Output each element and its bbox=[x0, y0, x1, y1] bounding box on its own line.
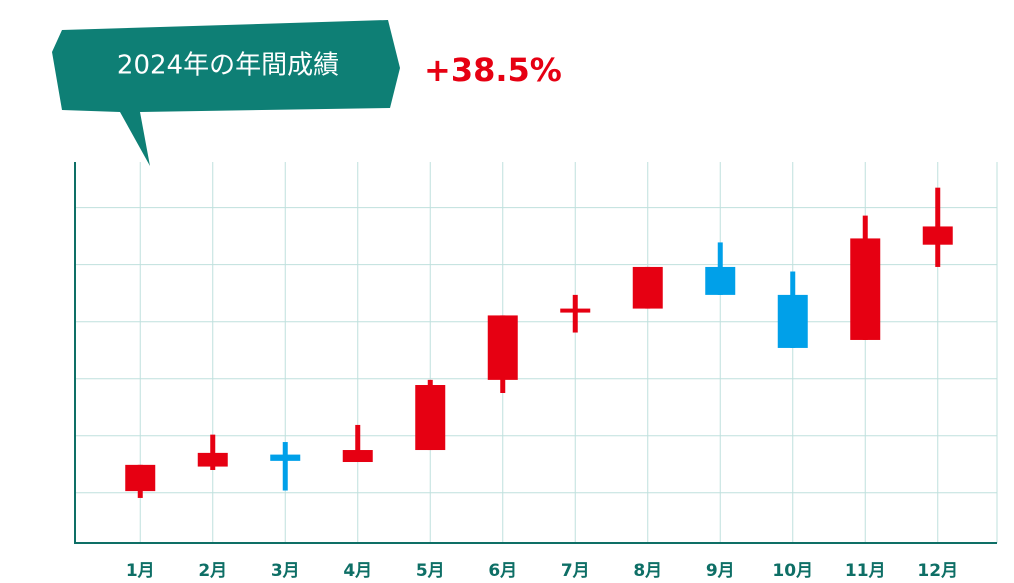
x-tick-label: 7月 bbox=[561, 561, 590, 581]
x-tick-label: 1月 bbox=[126, 561, 155, 581]
x-tick-label: 11月 bbox=[845, 561, 886, 581]
candle-body bbox=[705, 266, 736, 295]
wick bbox=[355, 424, 361, 463]
candle-body bbox=[342, 450, 373, 463]
wick bbox=[282, 442, 288, 491]
x-tick-label: 10月 bbox=[772, 561, 813, 581]
candle-body bbox=[850, 238, 881, 340]
wick bbox=[210, 434, 216, 470]
candle-body bbox=[560, 308, 591, 313]
x-tick-label: 2月 bbox=[198, 561, 227, 581]
grid bbox=[75, 162, 998, 543]
x-tick-label: 9月 bbox=[706, 561, 735, 581]
x-tick-label: 5月 bbox=[416, 561, 445, 581]
title-bubble bbox=[52, 20, 400, 166]
x-tick-label: 4月 bbox=[343, 561, 372, 581]
candle-body bbox=[487, 315, 518, 380]
candle-body bbox=[777, 294, 808, 348]
candle-body bbox=[632, 266, 663, 309]
candle-body bbox=[197, 452, 228, 467]
annotation: +38.5% bbox=[424, 51, 562, 89]
candle-body bbox=[415, 385, 446, 451]
candle-body bbox=[125, 464, 156, 492]
candle-body bbox=[270, 454, 301, 461]
x-tick-label: 12月 bbox=[917, 561, 958, 581]
candle-body bbox=[922, 226, 953, 245]
x-tick-label: 6月 bbox=[488, 561, 517, 581]
candles bbox=[125, 187, 953, 498]
x-tick-label: 3月 bbox=[271, 561, 300, 581]
chart-title: 2024年の年間成績 bbox=[117, 51, 339, 81]
x-tick-label: 8月 bbox=[633, 561, 662, 581]
wick bbox=[572, 294, 578, 333]
